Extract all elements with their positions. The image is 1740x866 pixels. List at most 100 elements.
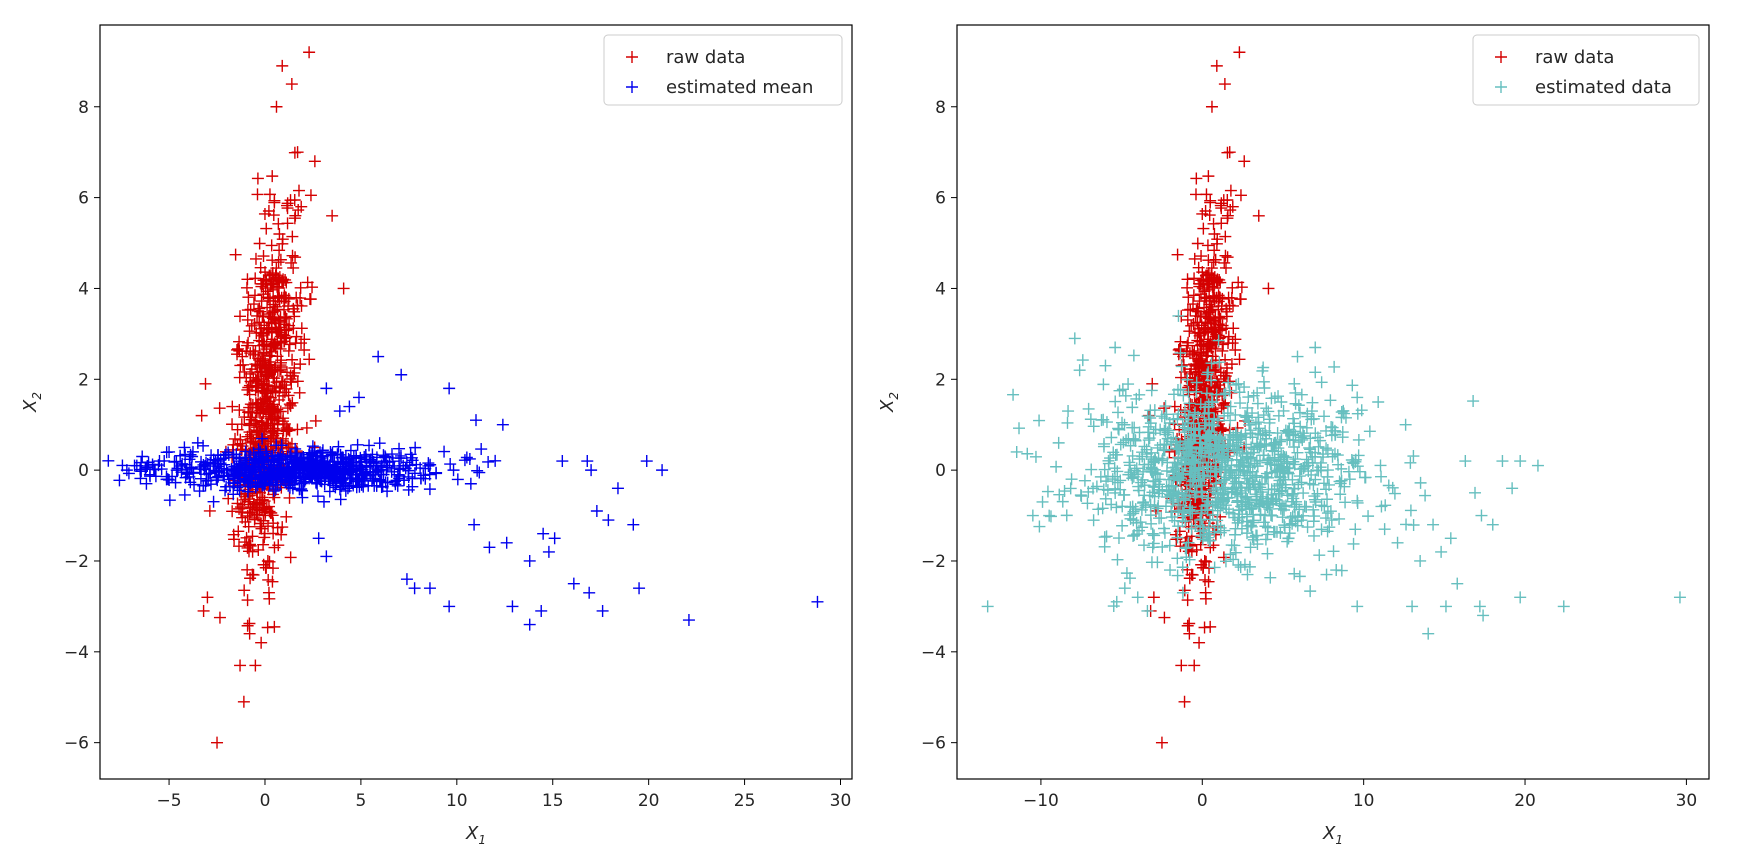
data-point: [1043, 509, 1056, 522]
data-point: [288, 194, 301, 207]
data-point: [1208, 244, 1221, 257]
x-tick-label: 30: [1676, 791, 1698, 811]
data-point: [280, 366, 293, 379]
data-point: [1174, 347, 1187, 360]
data-point: [320, 382, 333, 395]
data-point: [1179, 542, 1192, 555]
data-point: [1205, 395, 1218, 408]
data-point: [252, 431, 265, 444]
data-point: [266, 575, 279, 588]
data-point: [255, 335, 268, 348]
data-point: [161, 473, 174, 486]
data-point: [271, 478, 284, 491]
data-point: [1195, 558, 1208, 571]
data-point: [1407, 450, 1420, 463]
data-point: [1242, 391, 1255, 404]
data-point: [1352, 433, 1365, 446]
data-point: [353, 468, 366, 481]
data-point: [1327, 545, 1340, 558]
data-point: [1334, 477, 1347, 490]
series-estimated-data: [981, 309, 1686, 640]
data-point: [207, 495, 220, 508]
data-point: [267, 209, 280, 222]
data-point: [1098, 540, 1111, 553]
data-point: [1315, 523, 1328, 536]
data-point: [1182, 291, 1195, 304]
data-point: [438, 445, 451, 458]
data-point: [1188, 469, 1201, 482]
data-point: [1268, 525, 1281, 538]
data-point: [1170, 533, 1183, 546]
data-point: [1191, 467, 1204, 480]
data-point: [419, 462, 432, 475]
data-point: [1138, 479, 1151, 492]
data-point: [268, 372, 281, 385]
data-point: [289, 474, 302, 487]
data-point: [423, 582, 436, 595]
data-point: [1171, 531, 1184, 544]
data-point: [1260, 470, 1273, 483]
data-point: [281, 402, 294, 415]
data-point: [258, 527, 271, 540]
data-point: [280, 382, 293, 395]
data-point: [231, 342, 244, 355]
data-point: [1375, 500, 1388, 513]
data-point: [1082, 485, 1095, 498]
data-point: [1109, 395, 1122, 408]
data-point: [1232, 276, 1245, 289]
data-point: [1195, 485, 1208, 498]
data-point: [332, 440, 345, 453]
data-point: [1200, 528, 1213, 541]
data-point: [295, 322, 308, 335]
data-point: [266, 277, 279, 290]
data-point: [122, 467, 135, 480]
data-point: [171, 462, 184, 475]
data-point: [1167, 431, 1180, 444]
data-point: [1132, 484, 1145, 497]
data-point: [358, 474, 371, 487]
data-point: [289, 209, 302, 222]
data-point: [233, 404, 246, 417]
data-point: [1303, 441, 1316, 454]
data-point: [265, 325, 278, 338]
y-tick-label: −6: [64, 734, 89, 754]
data-point: [444, 458, 457, 471]
data-point: [283, 491, 296, 504]
data-point: [203, 504, 216, 517]
data-point: [1193, 280, 1206, 293]
data-point: [1459, 455, 1472, 468]
data-point: [195, 460, 208, 473]
data-point: [231, 497, 244, 510]
data-point: [1203, 209, 1216, 222]
data-point: [483, 541, 496, 554]
data-point: [1268, 483, 1281, 496]
data-point: [244, 367, 257, 380]
data-point: [1444, 532, 1457, 545]
data-point: [1247, 514, 1260, 527]
data-point: [1142, 434, 1155, 447]
data-point: [1298, 460, 1311, 473]
data-point: [143, 468, 156, 481]
data-point: [1190, 172, 1203, 185]
x-tick-label: 15: [542, 791, 564, 811]
data-point: [1133, 426, 1146, 439]
data-point: [1187, 417, 1200, 430]
data-point: [1292, 399, 1305, 412]
data-point: [1179, 494, 1192, 507]
data-point: [1289, 429, 1302, 442]
data-point: [395, 368, 408, 381]
data-point: [323, 485, 336, 498]
data-point: [1133, 452, 1146, 465]
data-point: [1205, 357, 1218, 370]
data-point: [217, 469, 230, 482]
data-point: [1281, 425, 1294, 438]
data-point: [1076, 354, 1089, 367]
data-point: [253, 302, 266, 315]
data-point: [320, 550, 333, 563]
data-point: [1404, 504, 1417, 517]
data-point: [242, 291, 255, 304]
data-point: [1126, 401, 1139, 414]
data-point: [284, 551, 297, 564]
data-point: [1251, 460, 1264, 473]
data-point: [1202, 406, 1215, 419]
